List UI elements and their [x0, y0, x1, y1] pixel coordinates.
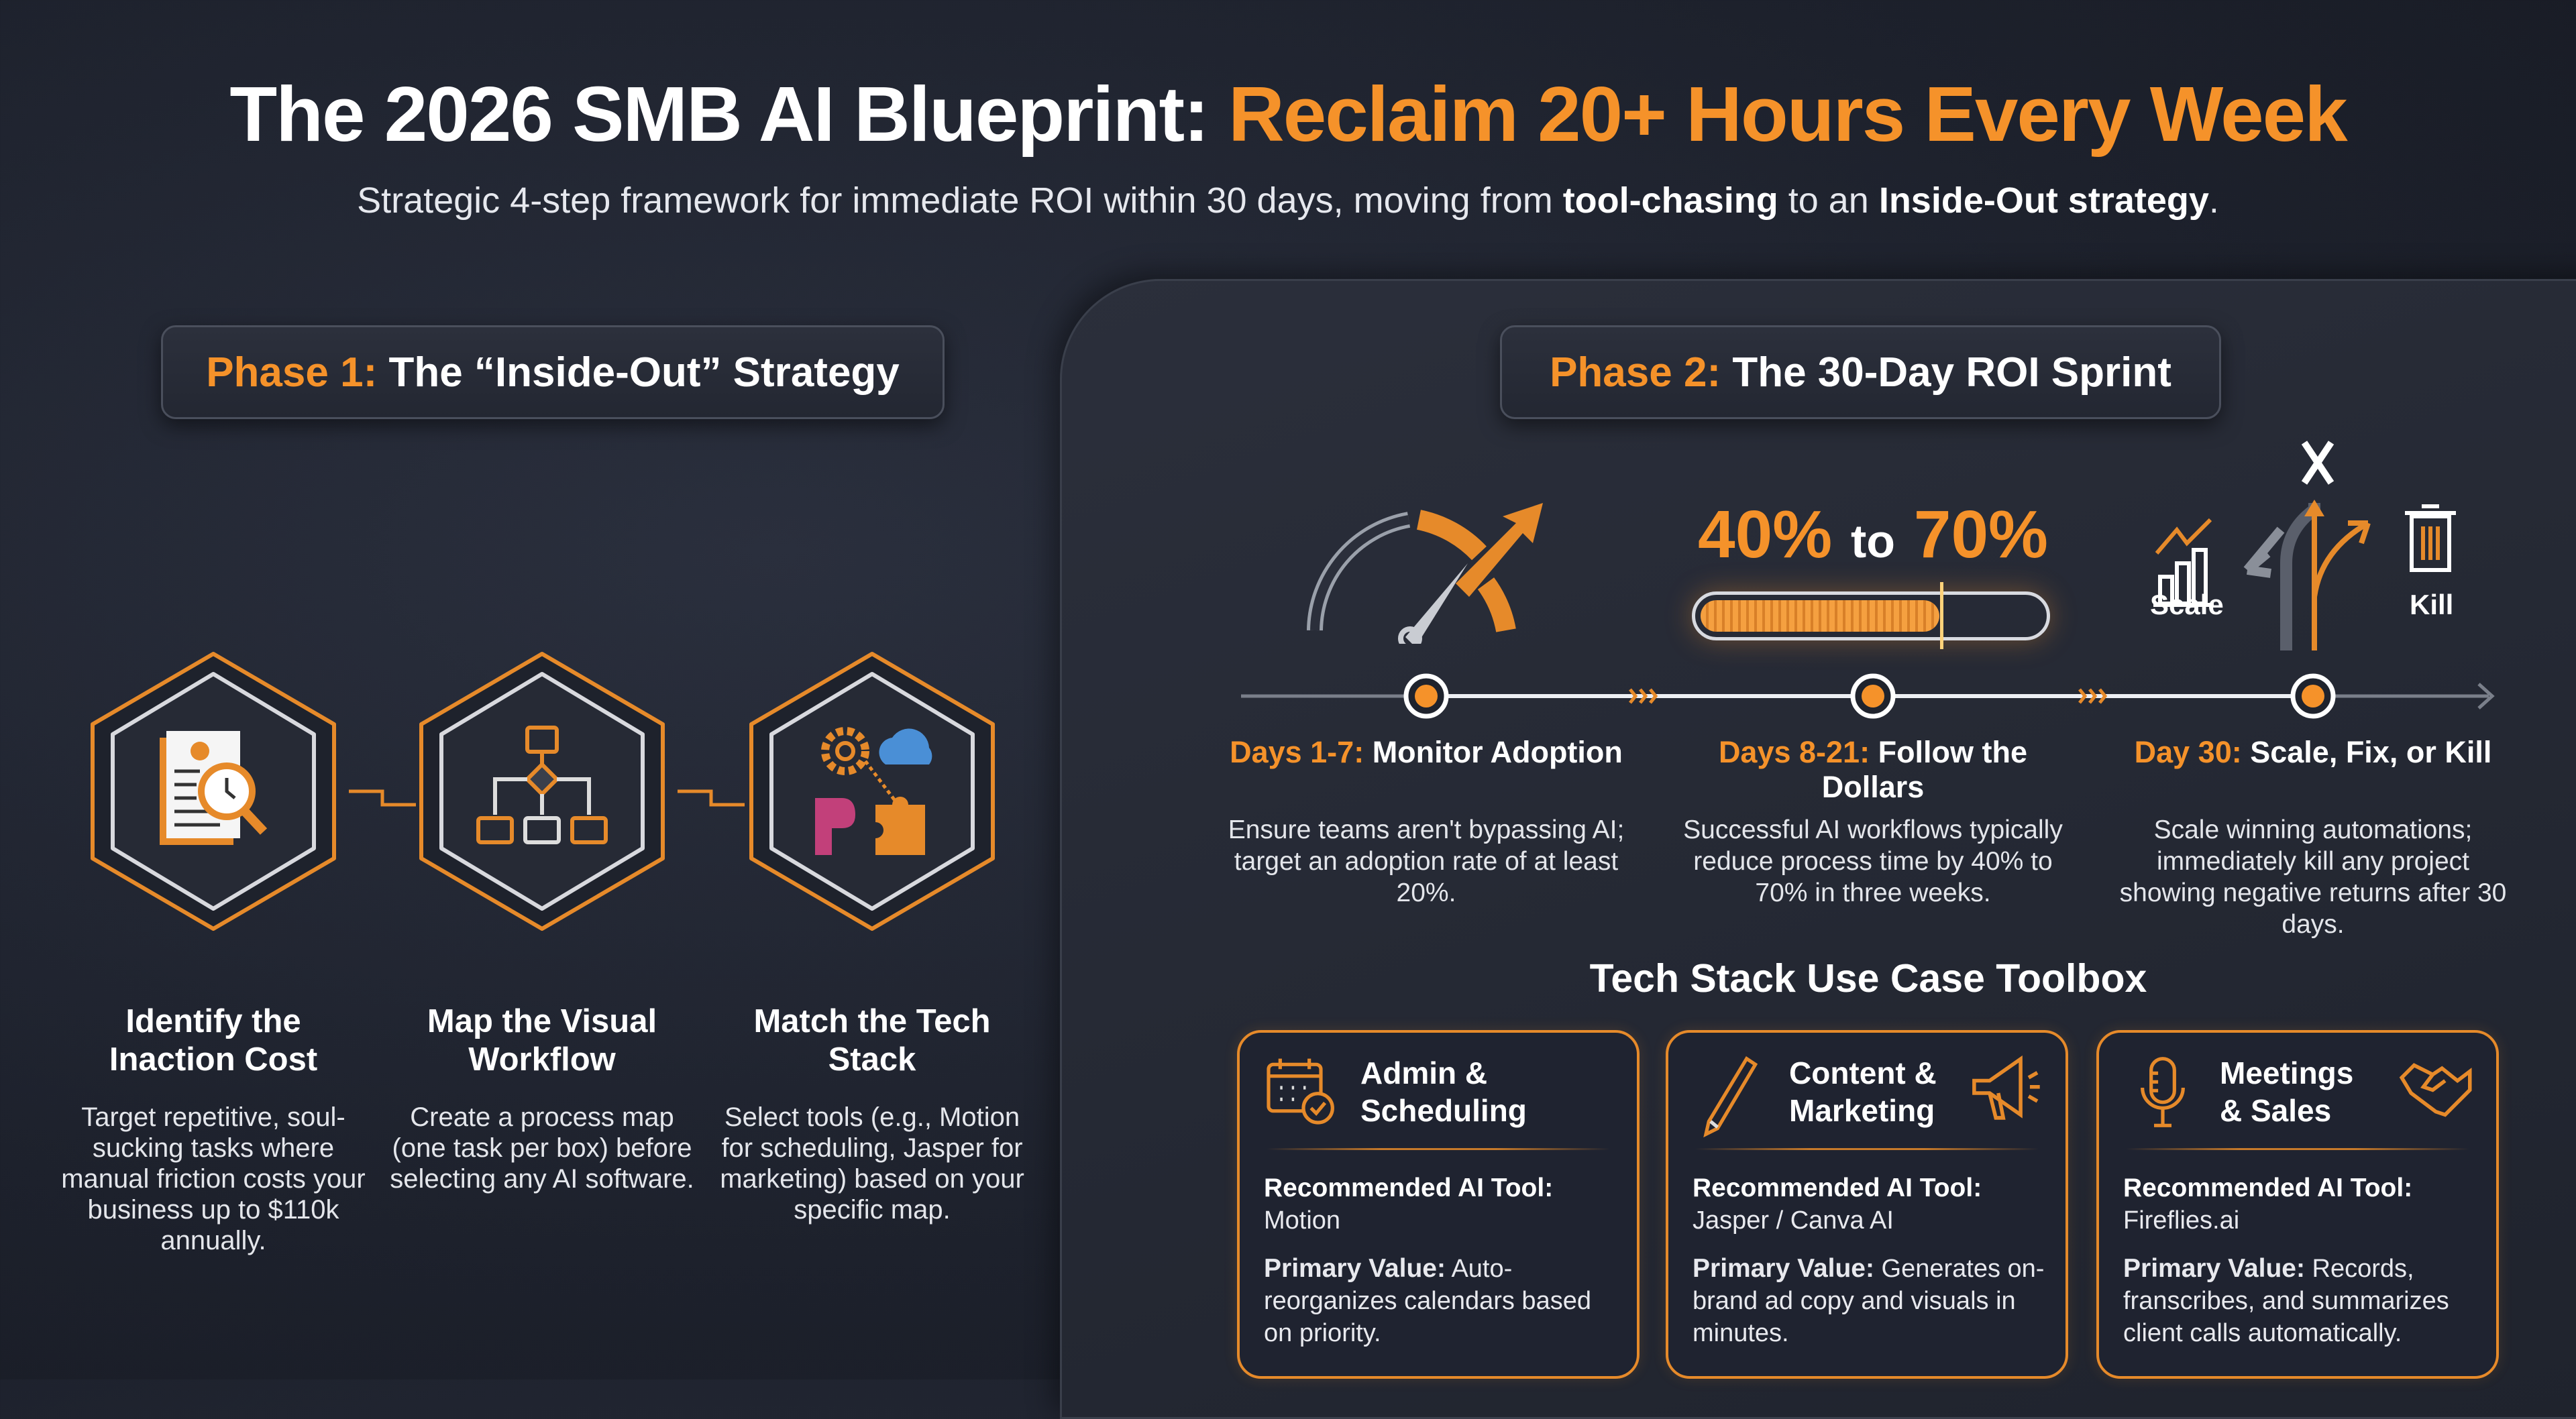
phase-title: The 30-Day ROI Sprint: [1721, 349, 2171, 396]
milestone-title: Monitor Adoption: [1364, 735, 1623, 769]
phase-label: Phase 2:: [1550, 349, 1721, 396]
subtitle-bold: Inside-Out strategy: [1878, 180, 2209, 221]
speedometer-arrow-icon: [1307, 503, 1543, 644]
milestone-label: Days 8-21:: [1718, 735, 1870, 769]
page-title: The 2026 SMB AI Blueprint: Reclaim 20+ H…: [0, 70, 2576, 158]
title-orange: Reclaim 20+ Hours Every Week: [1228, 70, 2348, 158]
card-divider: [2126, 1148, 2469, 1150]
card-title: Content & Marketing: [1789, 1054, 1937, 1129]
value-text: Generates on-brand ad copy and visuals i…: [1693, 1255, 2045, 1347]
subtitle-text: .: [2208, 180, 2219, 221]
phase2-heading: Phase 2: The 30-Day ROI Sprint: [1500, 325, 2221, 419]
toolbox-card: Content & Marketing Recommended AI Tool: …: [1666, 1030, 2068, 1379]
progress-marker: [1939, 582, 1943, 649]
pencil-megaphone-icon: [1703, 1056, 1758, 1138]
range-from: 40%: [1698, 497, 1833, 572]
kill-label: Kill: [2410, 589, 2454, 620]
tool-value: Motion: [1264, 1206, 1341, 1235]
value-text: Auto-reorganizes calendars based on prio…: [1264, 1255, 1591, 1347]
milestone-desc: Scale winning automations; immediately k…: [2119, 815, 2507, 939]
timeline: [1241, 673, 2495, 719]
milestone-desc: Ensure teams aren't bypassing AI; target…: [1228, 815, 1625, 907]
milestone-title: Follow the Dollars: [1821, 735, 2028, 804]
step-desc: Target repetitive, soul-sucking tasks wh…: [61, 1102, 366, 1255]
phase1-heading: Phase 1: The “Inside-Out” Strategy: [161, 325, 945, 419]
step-desc: Select tools (e.g., Motion for schedulin…: [720, 1102, 1024, 1225]
flowchart-icon: [419, 652, 665, 931]
step-title: Match the Tech Stack: [753, 1003, 991, 1078]
card-title: Meetings & Sales: [2220, 1054, 2353, 1129]
milestone-title: Scale, Fix, or Kill: [2241, 735, 2492, 769]
card-secondary-icon: [1972, 1055, 2040, 1120]
milestone-label: Day 30:: [2134, 735, 2242, 769]
toolbox-title: Tech Stack Use Case Toolbox: [1589, 956, 2147, 1001]
tool-value: Fireflies.ai: [2123, 1206, 2240, 1235]
card-title-line: Content &: [1789, 1056, 1937, 1090]
card-title-line: Meetings: [2220, 1056, 2354, 1090]
progress-bar: [1692, 591, 2050, 640]
timeline-node: [1850, 673, 1896, 719]
value-label: Primary Value:: [1693, 1254, 1874, 1283]
value-label: Primary Value:: [2123, 1254, 2305, 1283]
card-divider: [1267, 1148, 1610, 1150]
card-title-line: Scheduling: [1360, 1093, 1527, 1128]
card-title-line: Admin &: [1360, 1056, 1488, 1090]
card-title: Admin & Scheduling: [1360, 1054, 1527, 1129]
range-readout: 40% to 70%: [1638, 496, 2108, 580]
milestone-label: Days 1-7:: [1230, 735, 1364, 769]
subtitle-text: to an: [1778, 180, 1879, 221]
value-text: Records, franscribes, and summarizes cli…: [2123, 1255, 2449, 1347]
subtitle-text: Strategic 4-step framework for immediate…: [357, 180, 1563, 221]
hex-connectors: [349, 789, 745, 807]
tool-label: Recommended AI Tool:: [2123, 1174, 2413, 1202]
card-title-line: & Sales: [2220, 1093, 2332, 1128]
step-desc: Create a process map (one task per box) …: [390, 1102, 694, 1194]
scale-label: Scale: [2150, 589, 2224, 620]
milestone-heading: Days 8-21: Follow the Dollars: [1672, 735, 2074, 805]
calendar-check-icon: [1267, 1058, 1334, 1125]
phase-label: Phase 1:: [206, 349, 378, 396]
card-divider: [1695, 1148, 2039, 1150]
range-to: 70%: [1913, 497, 2048, 572]
timeline-node: [1403, 673, 1449, 719]
toolbox-card: Meetings & Sales Recommended AI Tool: Fir…: [2096, 1030, 2499, 1379]
milestone-heading: Days 1-7: Monitor Adoption: [1225, 735, 1627, 770]
gear-cloud-puzzle-icon: [749, 652, 995, 931]
phase-title: The “Inside-Out” Strategy: [377, 349, 900, 396]
step-title: Map the Visual Workflow: [427, 1003, 657, 1078]
tool-label: Recommended AI Tool:: [1693, 1174, 1982, 1202]
subtitle-bold: tool-chasing: [1562, 180, 1778, 221]
title-white: The 2026 SMB AI Blueprint:: [229, 70, 1228, 158]
toolbox-card: Admin & Scheduling Recommended AI Tool: M…: [1237, 1030, 1640, 1379]
document-clock-magnifier-icon: [91, 652, 336, 931]
page-subtitle: Strategic 4-step framework for immediate…: [0, 180, 2576, 221]
milestone-desc: Successful AI workflows typically reduce…: [1683, 815, 2063, 907]
card-secondary-icon: [2399, 1063, 2472, 1117]
milestone-heading: Day 30: Scale, Fix, or Kill: [2112, 735, 2514, 770]
progress-fill: [1701, 600, 1939, 632]
scale-fix-kill-icon: [2153, 441, 2456, 650]
range-to-word: to: [1850, 515, 1896, 567]
value-label: Primary Value:: [1264, 1254, 1446, 1283]
tool-label: Recommended AI Tool:: [1264, 1174, 1554, 1202]
timeline-node: [2290, 673, 2336, 719]
tool-value: Jasper / Canva AI: [1693, 1206, 1894, 1235]
step-title: Identify the Inaction Cost: [109, 1003, 318, 1078]
microphone-handshake-icon: [2141, 1057, 2185, 1127]
card-title-line: Marketing: [1789, 1093, 1935, 1128]
